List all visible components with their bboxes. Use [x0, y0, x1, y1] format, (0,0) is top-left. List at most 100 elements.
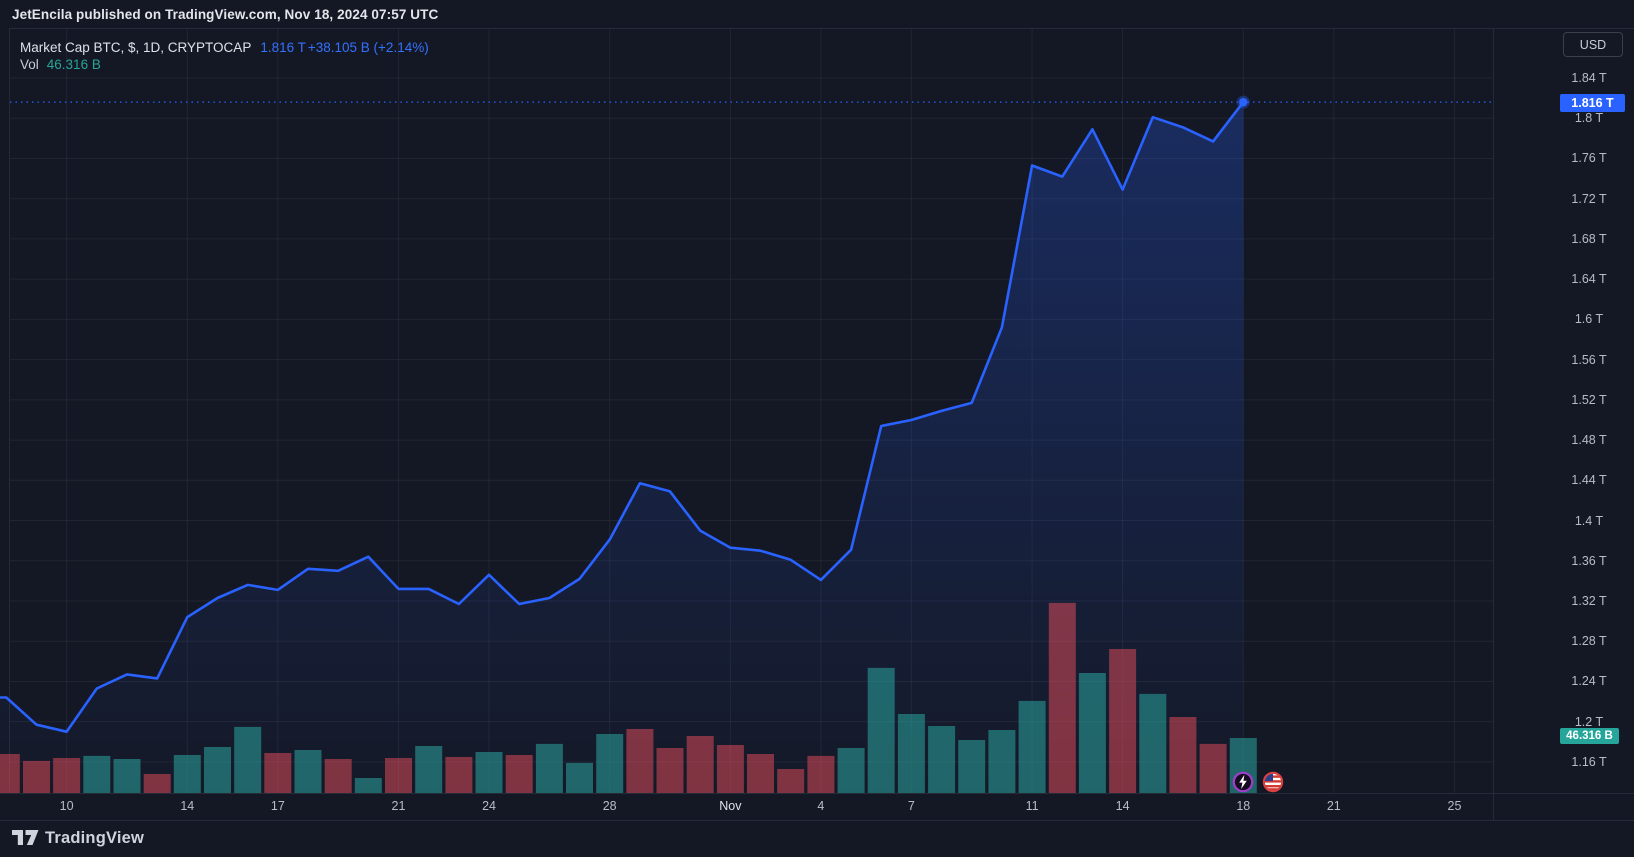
- price-tick-label: 1.56 T: [1571, 352, 1607, 367]
- volume-bar: [354, 778, 382, 793]
- volume-bar: [928, 726, 956, 793]
- price-tick-label: 1.36 T: [1571, 553, 1607, 568]
- volume-bar: [837, 748, 865, 793]
- volume-bar: [1048, 602, 1076, 793]
- volume-bar: [1199, 743, 1227, 793]
- area-fill: [0, 102, 1244, 794]
- volume-bar: [385, 758, 412, 793]
- volume-bar: [777, 769, 805, 793]
- price-tick-label: 1.8 T: [1574, 111, 1604, 126]
- volume-bar: [234, 726, 262, 793]
- price-tick-label: 1.28 T: [1571, 634, 1607, 649]
- price-tick-label: 1.24 T: [1571, 674, 1607, 689]
- volume-bar: [204, 747, 231, 793]
- time-tick-label: 21: [1326, 799, 1341, 813]
- volume-bar: [867, 667, 895, 793]
- volume-bar: [626, 729, 654, 793]
- volume-bar: [113, 759, 141, 793]
- current-price-label: 1.816 T: [1560, 94, 1625, 112]
- price-tick-label: 1.32 T: [1571, 593, 1607, 608]
- volume-legend[interactable]: Vol 46.316 B: [20, 57, 101, 72]
- volume-bar: [1078, 673, 1106, 793]
- price-tick-label: 1.76 T: [1571, 151, 1607, 166]
- volume-bar: [1018, 700, 1046, 793]
- price-tick-label: 1.84 T: [1571, 71, 1607, 85]
- volume-bar: [264, 753, 292, 793]
- symbol-legend[interactable]: Market Cap BTC, $, 1D, CRYPTOCAP 1.816 T +…: [20, 40, 429, 55]
- price-tick-label: 1.72 T: [1571, 191, 1607, 206]
- volume-bar: [656, 748, 684, 793]
- volume-bar: [83, 755, 111, 793]
- volume-bar: [897, 714, 925, 793]
- time-tick-label: 14: [180, 799, 195, 813]
- volume-bar: [505, 755, 533, 793]
- marketcap-line-path: [0, 100, 1245, 733]
- price-tick-label: 1.52 T: [1571, 392, 1607, 407]
- time-tick-label: 28: [602, 799, 617, 813]
- volume-bar: [445, 757, 473, 793]
- price-tick-label: 1.44 T: [1571, 473, 1607, 488]
- price-tick-label: 1.4 T: [1574, 513, 1604, 528]
- time-tick-label: 18: [1236, 799, 1251, 813]
- symbol-title: Market Cap BTC, $, 1D, CRYPTOCAP: [20, 40, 252, 55]
- price-tick-label: 1.2 T: [1574, 714, 1604, 729]
- lightning-event-icon[interactable]: [1232, 771, 1254, 793]
- volume-bar: [686, 736, 714, 793]
- volume-bar: [747, 754, 774, 793]
- time-tick-label: 11: [1025, 799, 1039, 813]
- volume-bar: [958, 740, 986, 793]
- marketcap-line: [0, 95, 1493, 733]
- currency-usd-button[interactable]: USD: [1563, 32, 1623, 57]
- volume-bar: [415, 746, 443, 793]
- time-tick-label: 14: [1115, 799, 1130, 813]
- pane-frame: [0, 28, 1634, 821]
- volume-bar: [988, 730, 1016, 793]
- volume-bar: [53, 758, 81, 793]
- volume-value: 46.316 B: [46, 57, 101, 72]
- price-tick-label: 1.68 T: [1571, 231, 1607, 246]
- time-tick-label: 21: [391, 799, 406, 813]
- last-price-value: 1.816 T: [260, 40, 306, 55]
- volume-bar: [475, 752, 503, 793]
- volume-bar: [566, 762, 593, 793]
- tradingview-logo[interactable]: TradingView: [12, 826, 144, 850]
- area-fill-shape: [0, 102, 1244, 794]
- volume-bar: [1109, 649, 1137, 793]
- volume-bar: [324, 759, 352, 793]
- time-tick-label: 4: [817, 799, 825, 813]
- volume-bar: [807, 755, 835, 793]
- us-flag-icon: [1263, 771, 1284, 793]
- us-flag-event-icon[interactable]: [1262, 771, 1284, 793]
- price-tick-label: 1.64 T: [1571, 272, 1607, 287]
- current-volume-label: 46.316 B: [1560, 728, 1619, 744]
- volume-bar: [23, 760, 50, 793]
- volume-bar: [1139, 693, 1167, 793]
- time-tick-label: 10: [59, 799, 74, 813]
- time-tick-label: Nov: [719, 799, 742, 813]
- tradingview-logo-icon: [12, 830, 39, 845]
- volume-bar: [716, 745, 744, 793]
- price-tick-label: 1.16 T: [1571, 754, 1607, 769]
- time-tick-label: 17: [270, 799, 285, 813]
- volume-bar: [143, 774, 171, 793]
- volume-bar: [535, 743, 563, 793]
- attribution-text: JetEncila published on TradingView.com, …: [12, 7, 439, 22]
- price-change-value: +38.105 B (+2.14%): [307, 40, 429, 55]
- volume-bar: [1169, 717, 1197, 793]
- volume-bar: [0, 754, 20, 793]
- time-tick-label: 24: [482, 799, 496, 813]
- last-point-marker: [1239, 97, 1248, 107]
- time-tick-label: 25: [1447, 799, 1462, 813]
- price-tick-label: 1.6 T: [1574, 312, 1604, 327]
- volume-bars: [0, 602, 1257, 793]
- time-tick-label: 7: [907, 799, 915, 813]
- volume-bar: [596, 734, 624, 793]
- volume-bar: [294, 750, 322, 793]
- tradingview-logo-text: TradingView: [45, 828, 145, 847]
- lightning-icon: [1232, 771, 1254, 793]
- volume-title: Vol: [20, 57, 39, 72]
- volume-bar: [173, 755, 201, 793]
- price-tick-label: 1.48 T: [1571, 433, 1607, 448]
